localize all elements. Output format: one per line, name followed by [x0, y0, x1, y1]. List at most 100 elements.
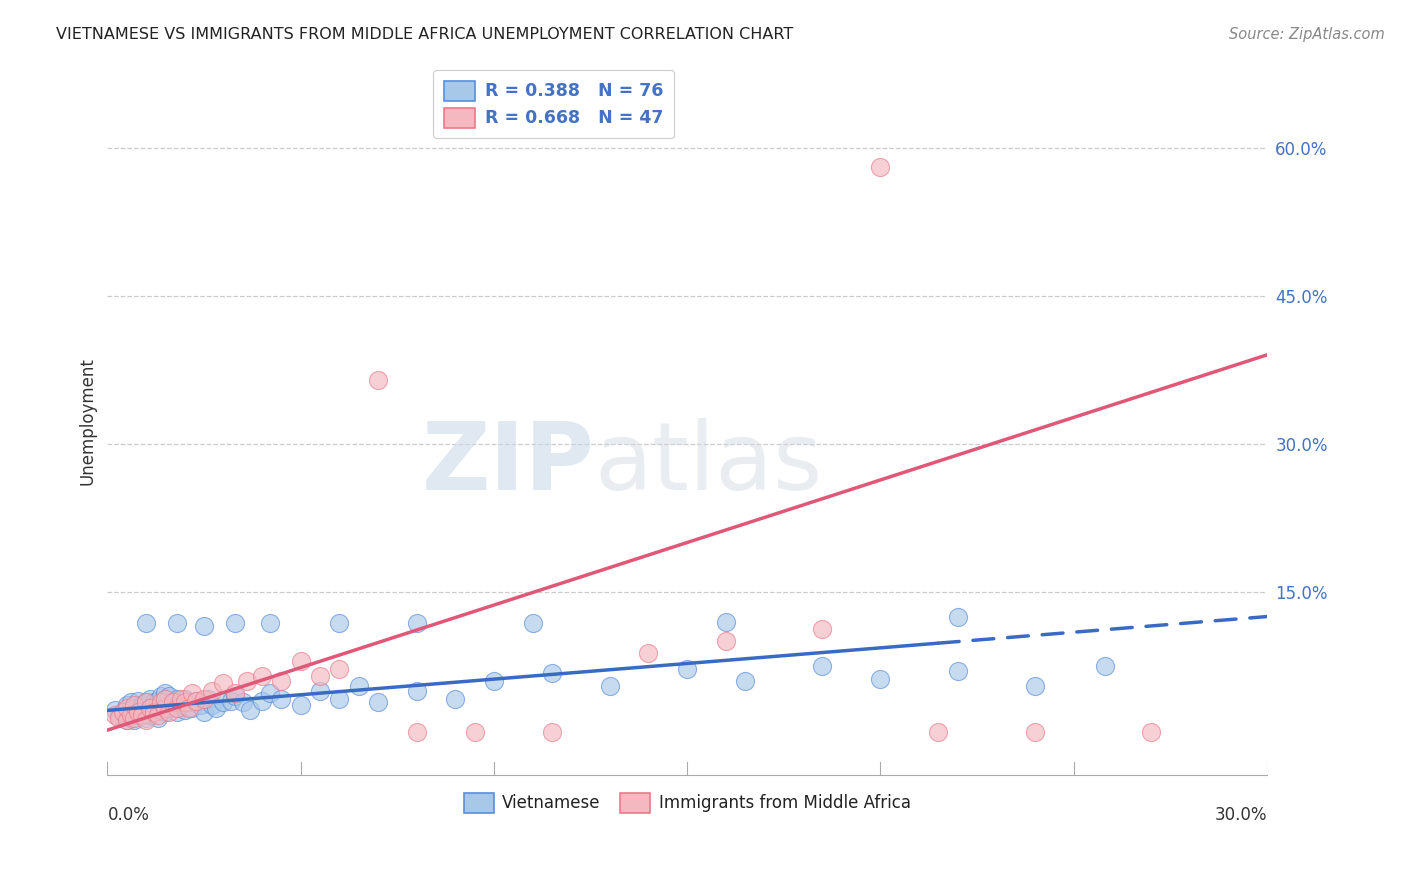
Point [155, 685, 177, 699]
Text: atlas: atlas [595, 418, 823, 510]
Point [150, 703, 173, 717]
Point [120, 696, 142, 710]
Point [309, 683, 332, 698]
Point [162, 696, 184, 710]
Point [150, 696, 173, 710]
Point [181, 701, 204, 715]
Point [166, 691, 188, 706]
Point [714, 634, 737, 648]
Point [124, 713, 146, 727]
Point [270, 673, 292, 688]
Point [177, 696, 200, 710]
Point [146, 708, 169, 723]
Point [166, 706, 188, 720]
Point [124, 711, 146, 725]
Point [212, 675, 235, 690]
Point [170, 691, 193, 706]
Point [108, 711, 131, 725]
Point [1024, 725, 1046, 739]
Point [1140, 725, 1163, 739]
Point [541, 665, 564, 680]
Point [177, 701, 200, 715]
Point [811, 659, 834, 673]
Point [166, 616, 188, 631]
Point [155, 691, 177, 706]
Point [224, 616, 246, 631]
Point [139, 708, 162, 723]
Point [104, 708, 127, 723]
Point [146, 693, 169, 707]
Point [186, 693, 208, 707]
Point [111, 706, 134, 720]
Point [127, 706, 149, 720]
Point [131, 698, 153, 713]
Point [239, 703, 262, 717]
Point [115, 698, 138, 713]
Point [135, 711, 157, 725]
Point [405, 616, 427, 631]
Point [197, 691, 219, 706]
Point [464, 725, 486, 739]
Legend: Vietnamese, Immigrants from Middle Africa: Vietnamese, Immigrants from Middle Afric… [457, 787, 917, 819]
Point [250, 693, 273, 707]
Point [142, 706, 165, 720]
Point [186, 693, 208, 707]
Point [270, 691, 292, 706]
Point [347, 679, 370, 693]
Point [193, 619, 215, 633]
Point [108, 708, 131, 723]
Point [173, 696, 195, 710]
Point [714, 615, 737, 629]
Point [328, 662, 350, 676]
Point [405, 725, 427, 739]
Point [111, 706, 134, 720]
Point [115, 701, 138, 715]
Point [155, 706, 177, 720]
Point [250, 669, 273, 683]
Point [201, 698, 224, 713]
Point [193, 706, 215, 720]
Point [224, 689, 246, 703]
Point [367, 373, 389, 387]
Point [162, 696, 184, 710]
Point [599, 679, 621, 693]
Point [235, 673, 257, 688]
Point [1024, 679, 1046, 693]
Point [135, 696, 157, 710]
Point [188, 698, 211, 713]
Point [193, 691, 215, 706]
Point [734, 673, 756, 688]
Point [142, 706, 165, 720]
Point [157, 689, 180, 703]
Point [155, 701, 177, 715]
Point [120, 708, 142, 723]
Point [120, 711, 142, 725]
Point [367, 696, 389, 710]
Text: VIETNAMESE VS IMMIGRANTS FROM MIDDLE AFRICA UNEMPLOYMENT CORRELATION CHART: VIETNAMESE VS IMMIGRANTS FROM MIDDLE AFR… [56, 27, 793, 42]
Point [927, 725, 949, 739]
Point [146, 711, 169, 725]
Point [135, 713, 157, 727]
Point [811, 623, 834, 637]
Point [290, 698, 312, 713]
Point [124, 701, 146, 715]
Point [139, 701, 162, 715]
Point [259, 616, 281, 631]
Point [290, 654, 312, 668]
Point [124, 698, 146, 713]
Point [259, 685, 281, 699]
Point [522, 616, 544, 631]
Point [328, 691, 350, 706]
Point [173, 691, 195, 706]
Y-axis label: Unemployment: Unemployment [79, 358, 96, 485]
Point [142, 696, 165, 710]
Point [637, 646, 659, 660]
Point [219, 693, 242, 707]
Text: Source: ZipAtlas.com: Source: ZipAtlas.com [1229, 27, 1385, 42]
Point [309, 669, 332, 683]
Point [869, 161, 891, 175]
Text: 0.0%: 0.0% [107, 806, 149, 824]
Point [869, 672, 891, 686]
Point [166, 701, 188, 715]
Point [946, 664, 969, 678]
